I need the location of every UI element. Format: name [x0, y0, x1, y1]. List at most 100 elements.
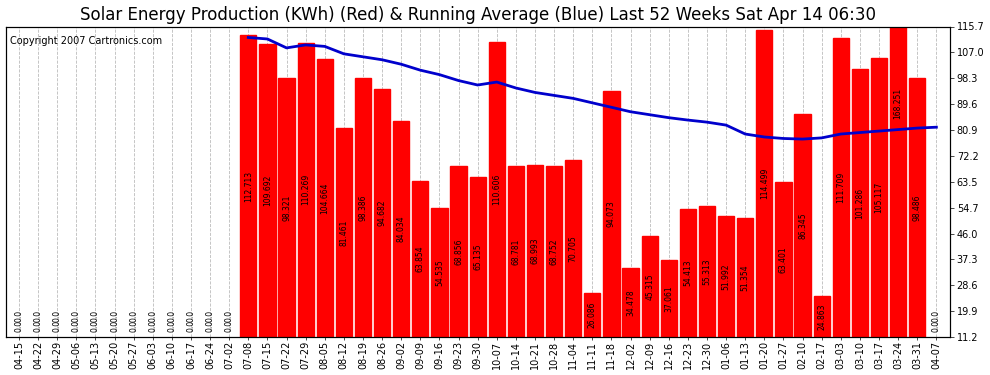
Text: 0.0: 0.0 — [71, 320, 81, 333]
Text: 0.0: 0.0 — [148, 320, 157, 333]
Bar — [259, 44, 275, 370]
Bar — [317, 59, 333, 370]
Bar — [527, 165, 544, 370]
Text: 37.061: 37.061 — [664, 285, 673, 312]
Bar — [374, 89, 390, 370]
Text: 0.0: 0.0 — [225, 320, 234, 333]
Bar — [412, 180, 429, 370]
Text: 51.354: 51.354 — [741, 264, 749, 291]
Text: 0.0: 0.0 — [91, 310, 100, 322]
Bar — [603, 91, 620, 370]
Text: Copyright 2007 Cartronics.com: Copyright 2007 Cartronics.com — [10, 36, 162, 46]
Bar — [814, 296, 830, 370]
Text: 0.0: 0.0 — [129, 320, 139, 333]
Bar — [660, 260, 677, 370]
Bar — [432, 208, 447, 370]
Text: 54.413: 54.413 — [683, 260, 692, 286]
Text: 63.854: 63.854 — [416, 245, 425, 272]
Bar — [890, 0, 906, 370]
Text: 0.0: 0.0 — [167, 320, 176, 333]
Bar — [738, 217, 753, 370]
Text: 0.0: 0.0 — [167, 310, 176, 322]
Text: 68.752: 68.752 — [549, 238, 558, 265]
Bar — [354, 78, 371, 370]
Bar — [699, 206, 715, 370]
Text: 0.0: 0.0 — [225, 310, 234, 322]
Text: 0.0: 0.0 — [71, 310, 81, 322]
Text: 104.664: 104.664 — [320, 182, 330, 214]
Text: 24.863: 24.863 — [817, 303, 827, 330]
Text: 114.499: 114.499 — [760, 168, 769, 199]
Text: 112.713: 112.713 — [244, 171, 252, 202]
Bar — [775, 182, 792, 370]
Bar — [450, 166, 466, 370]
Text: 84.034: 84.034 — [397, 215, 406, 242]
Text: 0.0: 0.0 — [52, 320, 61, 333]
Text: 55.313: 55.313 — [703, 258, 712, 285]
Bar — [794, 114, 811, 370]
Bar — [756, 30, 772, 370]
Text: 0.0: 0.0 — [186, 310, 195, 322]
Text: 68.856: 68.856 — [454, 238, 463, 264]
Text: 63.401: 63.401 — [779, 246, 788, 273]
Bar — [545, 166, 562, 370]
Text: 94.073: 94.073 — [607, 201, 616, 227]
Bar — [642, 236, 657, 370]
Bar — [623, 268, 639, 370]
Bar — [508, 166, 524, 370]
Bar — [584, 292, 601, 370]
Text: 51.992: 51.992 — [722, 263, 731, 290]
Text: 105.117: 105.117 — [874, 182, 883, 213]
Title: Solar Energy Production (KWh) (Red) & Running Average (Blue) Last 52 Weeks Sat A: Solar Energy Production (KWh) (Red) & Ru… — [79, 6, 875, 24]
Bar — [489, 42, 505, 370]
Bar — [718, 216, 735, 370]
Text: 110.606: 110.606 — [492, 174, 501, 205]
Text: 109.692: 109.692 — [263, 175, 272, 206]
Bar — [241, 35, 256, 370]
Text: 0.0: 0.0 — [110, 310, 119, 322]
Text: 0.0: 0.0 — [34, 310, 43, 322]
Text: 98.386: 98.386 — [358, 194, 367, 220]
Text: 26.086: 26.086 — [588, 302, 597, 328]
Text: 0.0: 0.0 — [34, 320, 43, 333]
Text: 0.0: 0.0 — [129, 310, 139, 322]
Bar — [565, 160, 581, 370]
Bar — [851, 69, 868, 370]
Text: 0.0: 0.0 — [148, 310, 157, 322]
Bar — [336, 128, 352, 370]
Text: 54.535: 54.535 — [435, 259, 444, 286]
Text: 81.461: 81.461 — [340, 219, 348, 246]
Bar — [298, 43, 314, 370]
Text: 0.0: 0.0 — [932, 320, 940, 333]
Text: 98.321: 98.321 — [282, 194, 291, 221]
Text: 0.0: 0.0 — [15, 320, 24, 333]
Text: 0.0: 0.0 — [110, 320, 119, 333]
Text: 86.345: 86.345 — [798, 212, 807, 238]
Text: 168.251: 168.251 — [894, 88, 903, 119]
Text: 65.135: 65.135 — [473, 243, 482, 270]
Text: 0.0: 0.0 — [52, 310, 61, 322]
Bar — [871, 58, 887, 370]
Text: 0.0: 0.0 — [206, 310, 215, 322]
Bar — [393, 120, 409, 370]
Text: 0.0: 0.0 — [15, 310, 24, 322]
Text: 98.486: 98.486 — [913, 194, 922, 220]
Bar — [833, 38, 849, 370]
Text: 34.478: 34.478 — [626, 289, 635, 316]
Bar — [278, 78, 295, 370]
Text: 0.0: 0.0 — [206, 320, 215, 333]
Bar — [680, 209, 696, 370]
Text: 111.709: 111.709 — [837, 172, 845, 203]
Text: 0.0: 0.0 — [932, 310, 940, 322]
Text: 45.315: 45.315 — [645, 273, 654, 300]
Text: 110.269: 110.269 — [301, 174, 310, 206]
Text: 70.705: 70.705 — [568, 235, 578, 262]
Text: 68.781: 68.781 — [512, 238, 521, 265]
Bar — [469, 177, 486, 370]
Text: 0.0: 0.0 — [186, 320, 195, 333]
Text: 94.682: 94.682 — [377, 200, 386, 226]
Bar — [909, 78, 926, 370]
Text: 0.0: 0.0 — [91, 320, 100, 333]
Text: 101.286: 101.286 — [855, 188, 864, 219]
Text: 68.993: 68.993 — [531, 238, 540, 264]
